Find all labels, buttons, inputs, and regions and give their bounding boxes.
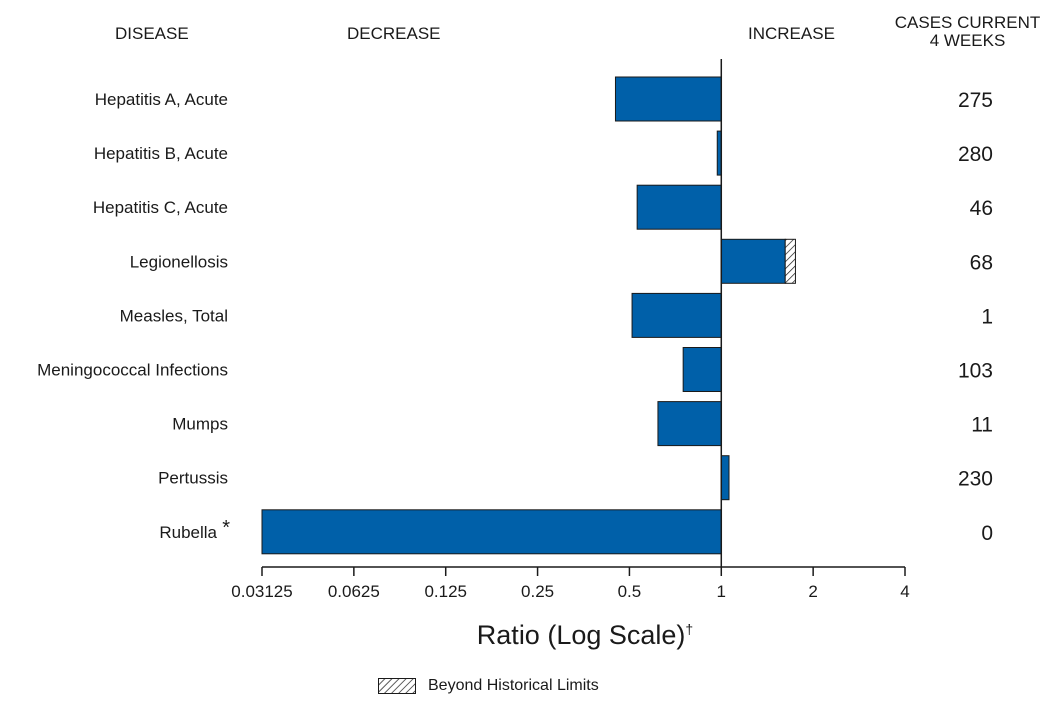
x-tick-label: 0.25 [521,582,554,601]
bar [631,292,722,338]
category-label: Pertussis [158,469,228,488]
category-label: Hepatitis C, Acute [93,198,228,217]
bar [261,509,722,555]
x-axis-title-text: Ratio (Log Scale) [476,620,686,650]
legend: Beyond Historical Limits [378,677,599,695]
category-label: Mumps [172,415,228,434]
category-label: Hepatitis A, Acute [95,90,228,109]
bar [657,401,722,447]
bar [720,238,786,284]
cases-column-header: CASES CURRENT 4 WEEKS [880,14,1055,50]
cases-header-line2: 4 WEEKS [929,31,1006,50]
bar [614,76,722,122]
category-label: Meningococcal Infections [37,361,228,380]
x-tick-label: 4 [900,582,909,601]
x-tick-label: 1 [717,582,726,601]
bar [720,455,730,501]
case-count: 230 [958,468,993,491]
case-count: 11 [971,414,993,437]
bar [636,184,722,230]
bar [682,347,722,392]
increase-header: INCREASE [748,24,835,43]
hatch-swatch-icon [378,678,416,694]
category-label: Legionellosis [130,252,228,271]
category-label: Rubella [159,523,217,542]
x-tick-label: 0.0625 [328,582,380,601]
case-count: 68 [970,251,993,274]
bar-beyond-limits [784,238,796,284]
decrease-header: DECREASE [347,24,441,43]
x-tick-label: 0.125 [424,582,467,601]
case-count: 1 [981,305,993,328]
case-count: 46 [970,197,993,220]
category-mark: * [222,517,230,539]
cases-header-line1: CASES CURRENT [894,13,1041,32]
case-count: 0 [981,522,993,545]
x-tick-label: 0.03125 [231,582,292,601]
case-count: 280 [958,143,993,166]
x-axis-title-mark: † [685,621,694,637]
category-label: Hepatitis B, Acute [94,144,228,163]
disease-column-header: DISEASE [115,24,189,43]
category-label: Measles, Total [120,306,228,325]
case-count: 103 [958,360,993,383]
x-tick-label: 0.5 [618,582,642,601]
legend-label: Beyond Historical Limits [428,677,599,694]
case-count: 275 [958,89,993,112]
x-tick-label: 2 [808,582,817,601]
x-axis-title: Ratio (Log Scale)† [440,620,730,651]
